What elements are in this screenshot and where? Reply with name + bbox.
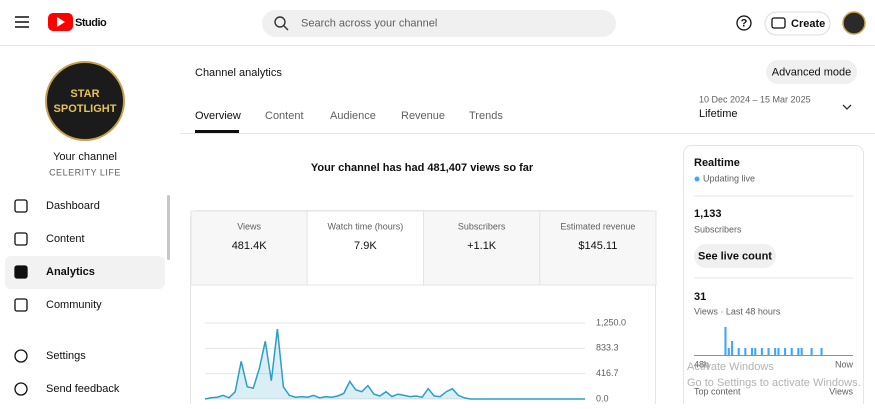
nav-icon bbox=[14, 382, 28, 396]
account-avatar[interactable] bbox=[842, 11, 866, 35]
nav-icon bbox=[14, 349, 28, 363]
watermark-subtitle: Go to Settings to activate Windows. bbox=[687, 377, 861, 389]
realtime-bar bbox=[754, 348, 757, 355]
realtime-card bbox=[683, 145, 864, 409]
nav-active-bg bbox=[5, 256, 165, 289]
search-icon bbox=[283, 25, 289, 31]
create-icon bbox=[771, 17, 786, 29]
realtime-bar bbox=[820, 348, 823, 355]
avatar-text: STAR bbox=[70, 88, 99, 100]
nav-item[interactable]: Send feedback bbox=[46, 383, 120, 395]
views-value: 31 bbox=[694, 291, 706, 303]
menu-icon[interactable] bbox=[15, 16, 29, 28]
search-icon bbox=[274, 16, 286, 28]
tab-underline bbox=[195, 130, 239, 133]
tab[interactable]: Overview bbox=[195, 110, 241, 122]
realtime-bar bbox=[724, 327, 727, 355]
channel-name: CELERITY LIFE bbox=[49, 167, 121, 177]
avatar-text: SPOTLIGHT bbox=[54, 103, 117, 115]
tab[interactable]: Content bbox=[265, 110, 304, 122]
realtime-bar bbox=[727, 348, 730, 355]
y-tick-label: 833.3 bbox=[596, 343, 619, 353]
subs-value: 1,133 bbox=[694, 208, 722, 220]
realtime-bar bbox=[744, 348, 747, 355]
realtime-bar bbox=[737, 348, 740, 355]
nav-icon bbox=[14, 265, 28, 279]
realtime-bar bbox=[790, 348, 793, 355]
bars-end: Now bbox=[835, 359, 854, 369]
logo-play bbox=[57, 17, 65, 27]
nav-icon bbox=[14, 298, 28, 312]
realtime-bar bbox=[797, 348, 800, 355]
help-icon-mark: ? bbox=[741, 17, 748, 29]
top-content: Top content bbox=[694, 386, 741, 396]
realtime-status: Updating live bbox=[703, 173, 755, 183]
scrollbar[interactable] bbox=[167, 195, 170, 260]
channel-avatar[interactable] bbox=[45, 61, 125, 141]
nav-icon bbox=[14, 199, 28, 213]
headline: Your channel has had 481,407 views so fa… bbox=[311, 162, 534, 174]
metric-value: 481.4K bbox=[232, 240, 268, 252]
advanced-mode-label[interactable]: Advanced mode bbox=[772, 66, 852, 78]
metric-label: Subscribers bbox=[458, 221, 506, 231]
create-label[interactable]: Create bbox=[791, 18, 825, 30]
realtime-bar bbox=[767, 348, 770, 355]
metric-value: 7.9K bbox=[354, 240, 377, 252]
date-range: 10 Dec 2024 – 15 Mar 2025 bbox=[699, 94, 811, 104]
views-label: Views · Last 48 hours bbox=[694, 306, 781, 316]
y-tick-label: 1,250.0 bbox=[596, 317, 626, 327]
metric-value: $145.11 bbox=[578, 240, 617, 252]
realtime-bar bbox=[784, 348, 787, 355]
page-title: Channel analytics bbox=[195, 67, 282, 79]
metric-tab[interactable] bbox=[539, 210, 657, 286]
bars-start: 48h bbox=[694, 359, 709, 369]
nav-item[interactable]: Analytics bbox=[46, 266, 95, 278]
search-box[interactable] bbox=[262, 10, 616, 37]
search-placeholder: Search across your channel bbox=[301, 17, 437, 29]
period-chevron[interactable] bbox=[842, 104, 852, 110]
line bbox=[204, 329, 585, 400]
live-dot bbox=[694, 176, 700, 182]
nav-icon bbox=[14, 232, 28, 246]
nav-item[interactable]: Content bbox=[46, 233, 85, 245]
metric-tab[interactable] bbox=[306, 210, 424, 286]
help-icon[interactable] bbox=[736, 15, 752, 31]
nav-item[interactable]: Dashboard bbox=[46, 200, 100, 212]
metric-label: Estimated revenue bbox=[560, 221, 635, 231]
realtime-bar bbox=[731, 341, 734, 355]
nav-item[interactable]: Community bbox=[46, 299, 102, 311]
period[interactable]: Lifetime bbox=[699, 108, 738, 120]
realtime-bar bbox=[750, 348, 754, 355]
metric-value: +1.1K bbox=[467, 240, 497, 252]
metric-label: Views bbox=[237, 221, 261, 231]
subs-label: Subscribers bbox=[694, 224, 742, 234]
live-count-label[interactable]: See live count bbox=[698, 250, 772, 262]
realtime-bar bbox=[760, 348, 763, 355]
realtime-bar bbox=[810, 348, 813, 355]
watermark-title: Activate Windows bbox=[687, 361, 774, 373]
logo-text[interactable]: Studio bbox=[75, 17, 107, 29]
y-tick-label: 416.7 bbox=[596, 368, 619, 378]
tab[interactable]: Revenue bbox=[401, 110, 445, 122]
y-tick-label: 0.0 bbox=[596, 393, 609, 403]
tab[interactable]: Audience bbox=[330, 110, 376, 122]
live-count-button[interactable] bbox=[694, 244, 776, 268]
realtime-bar bbox=[800, 348, 803, 355]
metric-tab[interactable] bbox=[190, 210, 308, 286]
metric-label: Watch time (hours) bbox=[328, 221, 404, 231]
views-column: Views bbox=[829, 386, 853, 396]
realtime-title: Realtime bbox=[694, 157, 740, 169]
tab[interactable]: Trends bbox=[469, 110, 503, 122]
realtime-bar bbox=[777, 348, 780, 355]
channel-label: Your channel bbox=[53, 151, 117, 163]
realtime-bar bbox=[774, 348, 777, 355]
advanced-mode-button[interactable] bbox=[766, 60, 857, 84]
nav-item[interactable]: Settings bbox=[46, 350, 86, 362]
metric-tab[interactable] bbox=[423, 210, 541, 286]
